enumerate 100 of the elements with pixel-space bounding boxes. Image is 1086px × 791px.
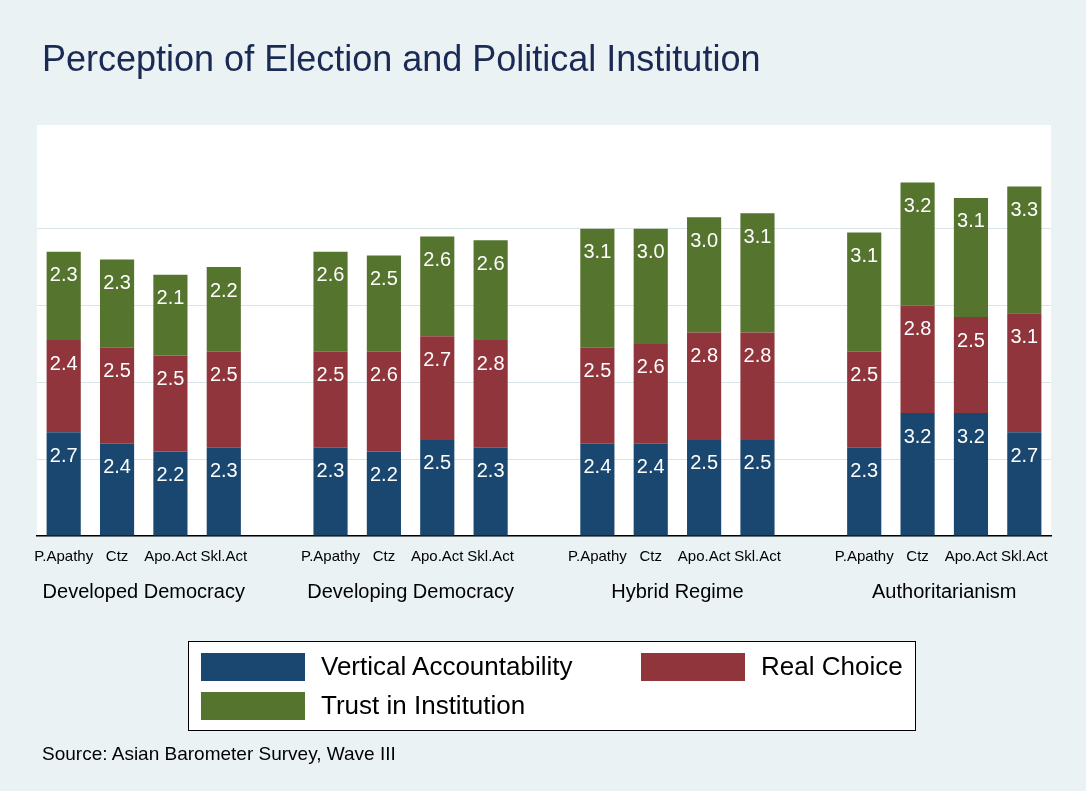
data-label: 3.1 [850, 244, 879, 267]
data-label: 2.5 [690, 451, 719, 474]
x-tick-label: Apo.Act [944, 547, 999, 565]
bar [580, 347, 615, 444]
data-label: 2.7 [423, 347, 452, 370]
legend-label: Real Choice [761, 651, 903, 682]
data-label: 2.8 [690, 343, 719, 366]
bar [687, 217, 722, 333]
data-label: 2.5 [850, 363, 879, 386]
text: Authoritarianism [872, 579, 1017, 602]
bar [740, 332, 775, 440]
data-label: 2.5 [957, 328, 985, 351]
data-label: 2.8 [476, 351, 505, 374]
bar [473, 447, 508, 536]
text: Developing Democracy [307, 579, 514, 602]
data-label: 2.7 [49, 443, 78, 466]
x-tick-label: P.Apathy [567, 547, 628, 565]
bar [900, 305, 935, 414]
data-label: 2.2 [369, 463, 398, 486]
x-tick-label: Ctz [105, 547, 129, 565]
bar [366, 255, 401, 352]
data-label: 2.5 [209, 363, 238, 386]
data-label: 3.2 [903, 424, 932, 447]
bar [847, 232, 882, 352]
data-label: 2.3 [476, 459, 505, 482]
bar [420, 236, 455, 337]
bar [153, 355, 188, 452]
data-label: 2.3 [316, 459, 345, 482]
legend-label: Trust in Institution [321, 690, 526, 721]
bar [740, 439, 775, 536]
data-label: 2.6 [316, 263, 345, 286]
bar [99, 347, 135, 444]
data-label: 3.1 [583, 240, 612, 263]
bar [687, 439, 722, 536]
bar [847, 351, 882, 448]
text: Hybrid Regime [611, 579, 744, 602]
bar [473, 340, 508, 448]
data-label: 2.6 [369, 363, 398, 386]
text: Developed Democracy [42, 579, 245, 602]
chart-title: Perception of Election and Political Institution [42, 38, 761, 80]
bar [366, 351, 401, 452]
x-tick-label: Skl.Act [467, 547, 515, 565]
data-label: 2.7 [1010, 443, 1039, 466]
bar [46, 340, 81, 433]
bar [633, 343, 668, 444]
bar [206, 447, 241, 536]
data-label: 2.2 [209, 278, 238, 301]
data-label: 2.4 [636, 455, 665, 478]
x-tick-label: Skl.Act [200, 547, 248, 565]
data-label: 2.5 [583, 359, 612, 382]
bar [366, 451, 401, 536]
source-note: Source: Asian Barometer Survey, Wave III [42, 743, 396, 765]
data-label: 2.1 [156, 286, 185, 309]
bar [1007, 186, 1042, 314]
x-tick-label: Skl.Act [734, 547, 782, 565]
x-tick-label: Ctz [372, 547, 396, 565]
data-label: 2.3 [209, 459, 238, 482]
bar [313, 447, 348, 536]
x-tick-label: Ctz [906, 547, 929, 565]
data-label: 2.4 [583, 455, 612, 478]
data-label: 2.3 [103, 270, 131, 293]
x-tick-label: Apo.Act [144, 547, 198, 565]
data-label: 2.8 [743, 343, 772, 366]
bar [313, 251, 348, 352]
data-label: 2.3 [49, 263, 78, 286]
data-label: 3.1 [743, 224, 772, 247]
bar [687, 332, 722, 440]
bar [953, 413, 989, 536]
bar [633, 228, 668, 344]
x-tick-label: Apo.Act [677, 547, 732, 565]
bar [420, 336, 455, 440]
bar [633, 443, 668, 536]
x-tick-label: P.Apathy [834, 547, 895, 565]
bar [46, 432, 81, 536]
data-label: 2.2 [156, 463, 185, 486]
bar [153, 274, 188, 356]
data-label: 2.5 [103, 359, 131, 382]
data-label: 2.6 [476, 251, 505, 274]
data-label: 3.2 [903, 194, 932, 217]
bar [313, 351, 348, 448]
data-label: 2.5 [156, 366, 185, 389]
bar [847, 447, 882, 536]
bar [46, 251, 81, 341]
data-label: 2.5 [369, 267, 398, 290]
bar [900, 413, 935, 536]
bar [740, 213, 775, 333]
bar [953, 197, 989, 318]
bar [580, 443, 615, 536]
x-tick-label: Ctz [639, 547, 662, 565]
x-tick-label: P.Apathy [34, 547, 94, 565]
bar [473, 240, 508, 341]
data-label: 2.5 [423, 451, 452, 474]
bar [953, 317, 989, 414]
bar [1007, 432, 1042, 536]
data-label: 2.8 [903, 317, 932, 340]
data-label: 2.3 [850, 459, 879, 482]
x-tick-label: P.Apathy [301, 547, 361, 565]
data-label: 2.5 [743, 451, 772, 474]
data-label: 2.5 [316, 363, 345, 386]
data-label: 3.1 [957, 209, 985, 232]
